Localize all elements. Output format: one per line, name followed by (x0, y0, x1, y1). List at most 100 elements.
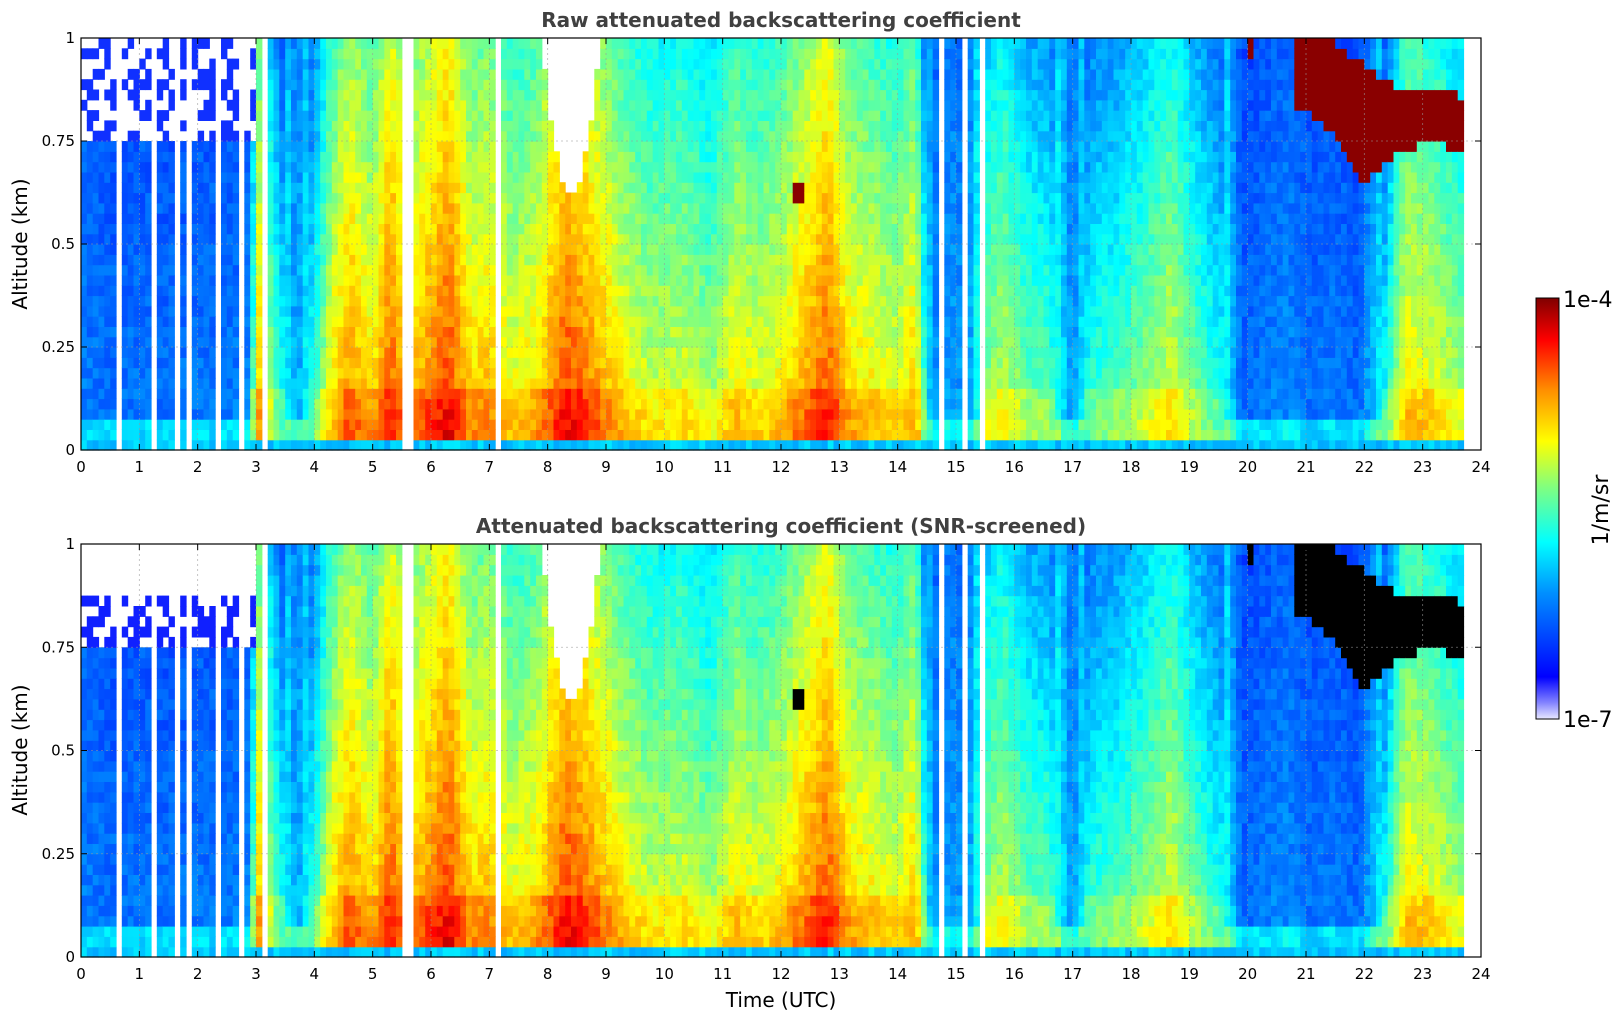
heat-cell (670, 202, 677, 214)
heat-cell (769, 295, 776, 307)
heat-cell (775, 295, 782, 307)
heat-cell (331, 213, 339, 224)
heat-cell (460, 316, 467, 327)
heat-cell (658, 439, 665, 451)
heat-cell (180, 38, 187, 49)
heat-cell (413, 285, 420, 297)
heat-cell (804, 182, 811, 194)
heat-cell (804, 388, 811, 400)
heat-cell (868, 347, 875, 358)
heat-cell (291, 151, 298, 163)
heat-cell (372, 38, 380, 49)
heat-cell (133, 68, 140, 80)
heat-cell (681, 68, 689, 80)
heat-cell (86, 326, 94, 338)
heat-cell (285, 161, 292, 173)
heat-cell (722, 58, 730, 70)
heat-cell (232, 285, 240, 297)
heat-cell (355, 336, 362, 348)
heat-cell (617, 367, 625, 379)
heat-cell (728, 347, 735, 358)
heat-cell (209, 171, 216, 183)
heat-cell (92, 130, 100, 142)
heat-cell (600, 192, 607, 204)
heat-cell (197, 264, 205, 276)
heat-cell (110, 182, 117, 194)
heat-cell (897, 357, 905, 369)
heat-cell (524, 274, 531, 286)
heat-cell (221, 89, 228, 101)
heat-cell (121, 305, 129, 317)
heat-cell (296, 429, 304, 441)
heat-cell (121, 192, 129, 204)
heat-cell (483, 120, 490, 132)
heat-cell (267, 419, 275, 430)
heat-cell (226, 357, 234, 369)
heat-cell (763, 202, 770, 214)
heat-cell (547, 285, 555, 297)
heat-cell (209, 274, 216, 286)
heat-cell (168, 398, 175, 410)
heat-cell (244, 264, 251, 276)
heat-cell (641, 68, 648, 80)
heat-cell (746, 58, 753, 70)
heat-cell (308, 171, 315, 183)
heat-cell (384, 151, 391, 163)
heat-cell (127, 316, 135, 327)
heat-cell (361, 244, 368, 255)
heat-cell (687, 357, 695, 369)
heat-cell (226, 408, 234, 420)
heat-cell (226, 161, 234, 173)
heat-cell (728, 295, 735, 307)
heat-cell (757, 151, 765, 163)
heat-cell (536, 233, 543, 245)
heat-cell (594, 347, 601, 358)
heat-cell (804, 141, 811, 152)
heat-cell (600, 171, 607, 183)
heat-cell (191, 254, 199, 266)
heat-cell (635, 295, 642, 307)
heat-cell (623, 192, 630, 204)
heat-cell (541, 130, 549, 142)
heat-cell (623, 398, 630, 410)
heat-cell (518, 38, 525, 49)
heat-cell (716, 326, 724, 338)
heat-cell (582, 244, 590, 255)
heat-cell (436, 244, 444, 255)
heat-cell (652, 79, 660, 91)
heat-cell (763, 295, 770, 307)
heat-cell (267, 388, 275, 400)
heat-cell (314, 377, 321, 389)
heat-cell (180, 213, 187, 224)
heat-cell (86, 171, 94, 183)
heat-cell (378, 419, 385, 430)
heat-cell (670, 68, 677, 80)
heat-cell (541, 68, 549, 80)
heat-cell (466, 388, 473, 400)
heat-cell (716, 439, 724, 451)
heat-cell (378, 285, 385, 297)
heat-cell (524, 357, 531, 369)
heat-cell (366, 316, 374, 327)
heat-cell (856, 48, 864, 60)
heat-cell (629, 68, 636, 80)
heat-cell (635, 130, 642, 142)
heat-cell (856, 367, 864, 379)
heat-cell (460, 161, 467, 173)
heat-cell (810, 79, 817, 91)
heat-cell (331, 285, 339, 297)
heat-cell (384, 130, 391, 142)
heat-cell (617, 408, 625, 420)
heat-cell (874, 130, 881, 142)
heat-cell (536, 223, 543, 235)
heat-cell (250, 274, 257, 286)
heat-cell (168, 357, 175, 369)
heat-cell (460, 171, 467, 183)
heat-cell (425, 120, 432, 132)
heat-cell (442, 439, 450, 451)
heat-cell (436, 110, 444, 121)
heat-cell (501, 161, 508, 173)
heat-cell (798, 388, 805, 400)
heat-cell (454, 254, 461, 266)
heat-cell (436, 99, 444, 111)
